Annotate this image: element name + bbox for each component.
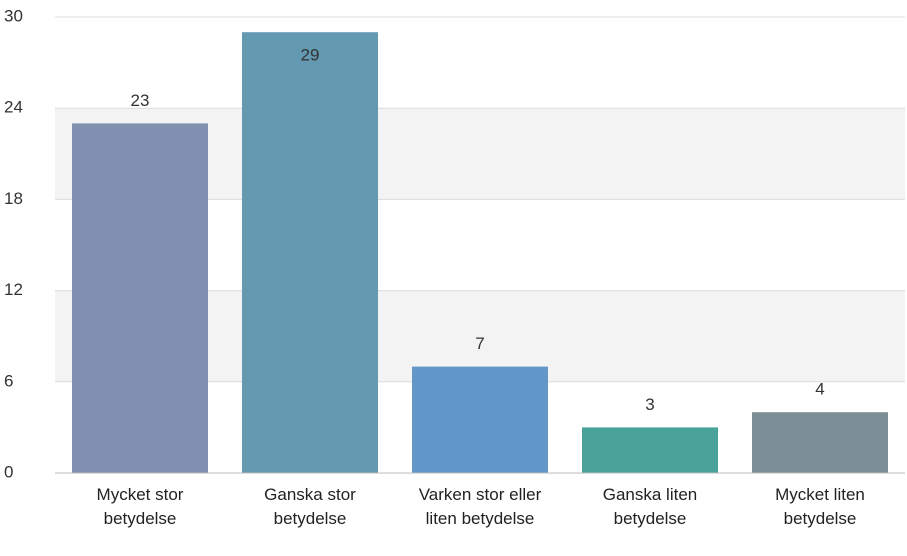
bar — [412, 366, 548, 473]
x-tick-label: Mycket liten betydelse — [775, 485, 865, 528]
bar — [72, 123, 208, 474]
y-tick-label: 0 — [4, 462, 13, 481]
y-tick-label: 18 — [4, 189, 23, 208]
value-label: 7 — [475, 334, 484, 353]
value-label: 23 — [131, 91, 150, 110]
x-tick-label: Ganska liten betydelse — [602, 485, 698, 528]
x-tick-label: Ganska stor betydelse — [264, 485, 356, 528]
y-tick-label: 24 — [4, 98, 23, 117]
bar — [242, 32, 378, 473]
y-tick-label: 30 — [4, 6, 23, 25]
bar — [752, 412, 888, 473]
bar — [582, 427, 718, 473]
value-label: 4 — [815, 380, 824, 399]
x-tick-label: Mycket stor betydelse — [96, 485, 184, 528]
value-label: 3 — [645, 395, 654, 414]
y-tick-label: 6 — [4, 371, 13, 390]
y-tick-label: 12 — [4, 280, 23, 299]
value-label: 29 — [301, 46, 320, 65]
x-tick-label: Varken stor eller liten betydelse — [418, 485, 542, 528]
